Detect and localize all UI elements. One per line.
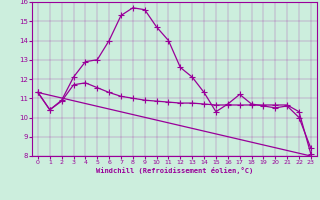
X-axis label: Windchill (Refroidissement éolien,°C): Windchill (Refroidissement éolien,°C) <box>96 167 253 174</box>
